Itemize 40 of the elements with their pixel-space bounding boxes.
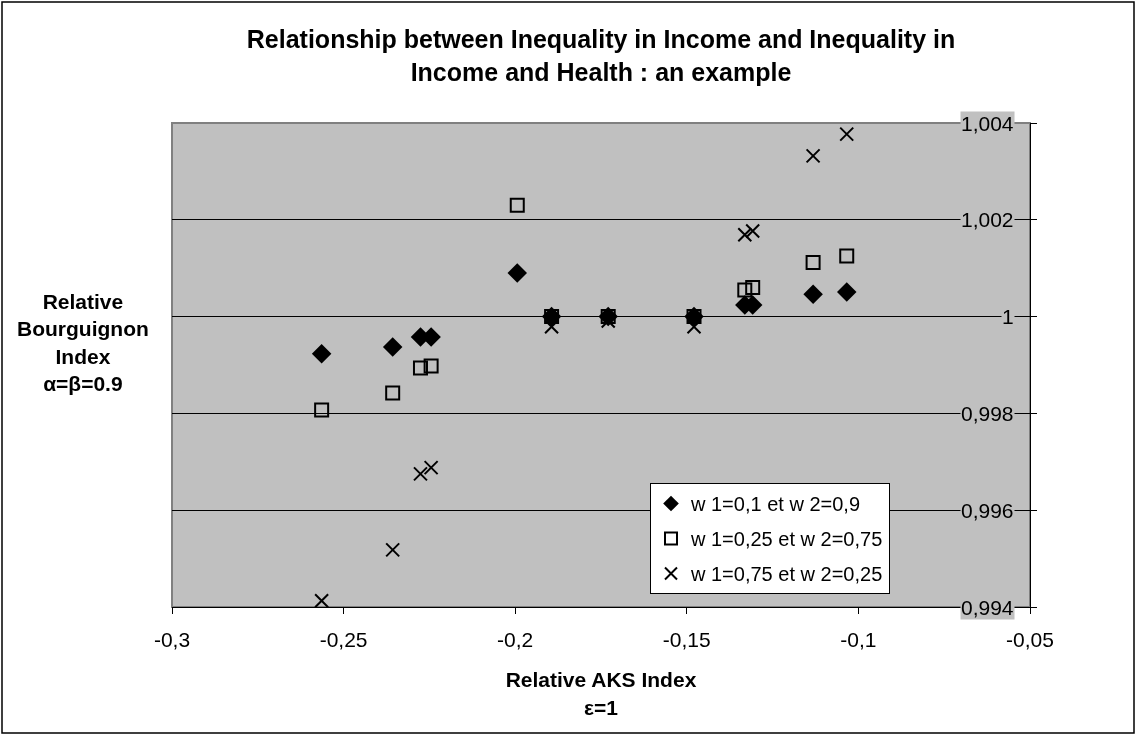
point: [803, 284, 823, 305]
legend-label: w 1=0,75 et w 2=0,25: [690, 563, 883, 586]
y-axis-title: Relative Bourguignon Index α=β=0.9: [17, 290, 149, 395]
y-tick-label: 1,002: [961, 208, 1014, 231]
point: [509, 197, 525, 213]
point: [423, 460, 439, 476]
point: [412, 466, 428, 482]
point: [839, 126, 855, 142]
point: [805, 254, 821, 270]
y-tick-label: 0,994: [961, 596, 1014, 619]
legend-label: w 1=0,25 et w 2=0,75: [690, 528, 883, 551]
x-tick-label: -0,3: [153, 628, 191, 652]
point: [839, 248, 855, 264]
point: [314, 402, 330, 418]
point: [737, 227, 753, 243]
x-tick-label: -0,15: [662, 628, 711, 652]
legend-label: w 1=0,1 et w 2=0,9: [690, 493, 861, 516]
point: [737, 282, 753, 298]
y-tick-label: 1,004: [961, 112, 1014, 135]
point: [805, 148, 821, 164]
x-tick-label: -0,1: [840, 628, 877, 652]
point: [385, 385, 401, 401]
point: [745, 280, 761, 296]
y-tick-label: 0,996: [961, 499, 1014, 522]
point: [423, 358, 439, 374]
point: [412, 360, 428, 376]
point: [314, 593, 330, 609]
chart-title: Relationship between Inequality in Income and Inequality in Income and Health : an example: [246, 25, 956, 86]
point: [311, 344, 332, 364]
point: [836, 282, 857, 302]
y-tick-label: 0,998: [961, 402, 1014, 425]
x-axis-title: Relative AKS Index ε=1: [505, 668, 697, 719]
x-tick-label: -0,2: [497, 628, 534, 652]
point: [507, 263, 528, 283]
point: [745, 223, 761, 239]
point: [385, 542, 401, 558]
x-tick-label: -0,25: [319, 628, 368, 652]
x-tick-label: -0,05: [1006, 628, 1054, 652]
y-tick-label: 1: [1002, 305, 1014, 328]
point: [382, 337, 403, 357]
